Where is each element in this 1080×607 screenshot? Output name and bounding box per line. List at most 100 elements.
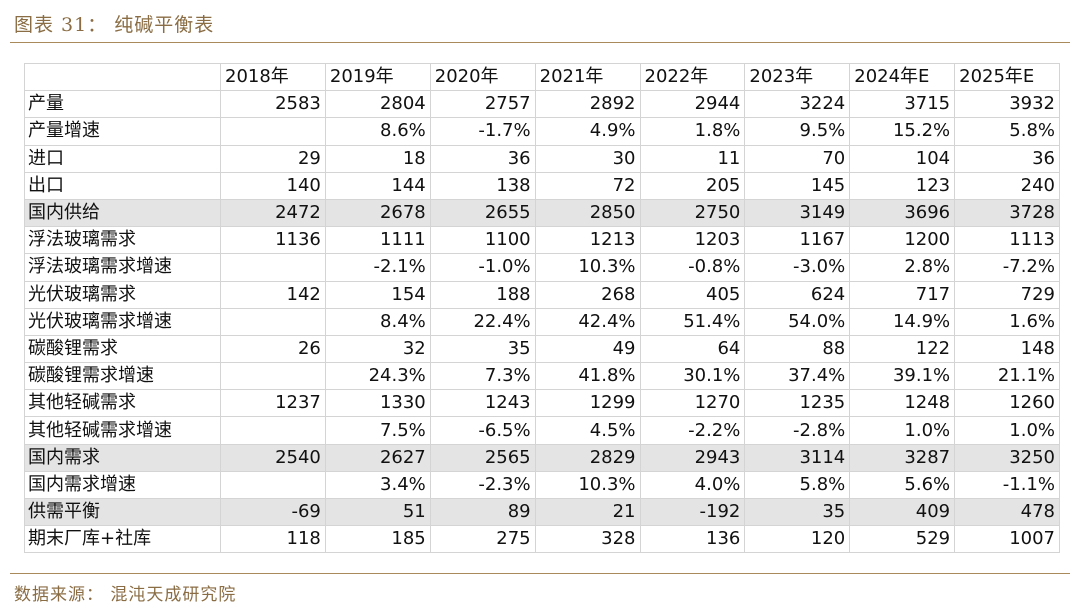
table-row: 供需平衡 -69 51 89 21 -192 35 409 478 bbox=[24, 498, 1060, 527]
table-cell: -2.1% bbox=[325, 253, 431, 282]
table-cell: 1.6% bbox=[954, 308, 1060, 336]
table-cell: 2892 bbox=[535, 90, 641, 119]
table-cell: 2944 bbox=[640, 90, 746, 119]
table-cell: 3728 bbox=[954, 199, 1060, 228]
row-label: 其他轻碱需求 bbox=[24, 389, 221, 418]
table-cell: 478 bbox=[954, 498, 1060, 527]
table-cell: 1260 bbox=[954, 389, 1060, 418]
table-cell: 29 bbox=[220, 145, 326, 173]
table-row: 产量 2583 2804 2757 2892 2944 3224 3715 3932 bbox=[24, 90, 1060, 119]
top-divider bbox=[10, 42, 1070, 43]
table-cell: 3.4% bbox=[325, 471, 431, 500]
column-header: 2021年 bbox=[535, 62, 641, 92]
table-cell: 136 bbox=[640, 525, 746, 554]
table-cell: 3715 bbox=[849, 90, 956, 119]
table-cell: 118 bbox=[220, 525, 326, 554]
table-row: 国内需求 2540 2627 2565 2829 2943 3114 3287 3250 bbox=[24, 444, 1060, 472]
table-cell: 37.4% bbox=[744, 362, 851, 391]
table-cell: 70 bbox=[744, 145, 851, 173]
table-cell: 1203 bbox=[640, 226, 746, 255]
table-cell: -7.2% bbox=[954, 253, 1060, 282]
table-cell: 10.3% bbox=[535, 471, 641, 500]
table-cell: 2757 bbox=[430, 90, 536, 119]
row-label: 期末厂库+社库 bbox=[24, 525, 221, 554]
table-cell: 729 bbox=[954, 281, 1060, 309]
table-cell: 72 bbox=[535, 172, 641, 200]
table-cell: 145 bbox=[744, 172, 851, 200]
table-cell: 1113 bbox=[954, 226, 1060, 255]
row-label: 国内需求 bbox=[24, 444, 221, 472]
table-cell: 8.6% bbox=[325, 117, 431, 146]
table-cell: 275 bbox=[430, 525, 536, 554]
table-cell: 1136 bbox=[220, 226, 326, 255]
table-row: 碳酸锂需求 26 32 35 49 64 88 122 148 bbox=[24, 335, 1060, 364]
table-cell: 138 bbox=[430, 172, 536, 200]
row-label: 其他轻碱需求增速 bbox=[24, 416, 221, 445]
table-cell: 188 bbox=[430, 281, 536, 309]
table-cell: 1213 bbox=[535, 226, 641, 255]
table-cell: 104 bbox=[849, 145, 956, 173]
table-cell: 3149 bbox=[744, 199, 851, 228]
table-cell: 3224 bbox=[744, 90, 851, 119]
row-label: 浮法玻璃需求 bbox=[24, 226, 221, 255]
table-cell: 2943 bbox=[640, 444, 746, 472]
table-cell bbox=[220, 117, 326, 146]
table-cell: 624 bbox=[744, 281, 851, 309]
table-cell: 120 bbox=[744, 525, 851, 554]
table-cell: 5.8% bbox=[744, 471, 851, 500]
table-cell: 2850 bbox=[535, 199, 641, 228]
table-cell: 2565 bbox=[430, 444, 536, 472]
table-cell: 142 bbox=[220, 281, 326, 309]
table-cell: 2678 bbox=[325, 199, 431, 228]
row-label: 碳酸锂需求 bbox=[24, 335, 221, 364]
table-cell: 36 bbox=[430, 145, 536, 173]
table-cell: 5.8% bbox=[954, 117, 1060, 146]
table-cell: 1330 bbox=[325, 389, 431, 418]
table-cell: 1270 bbox=[640, 389, 746, 418]
table-cell: 22.4% bbox=[430, 308, 536, 336]
column-header: 2025年E bbox=[954, 62, 1060, 92]
table-cell: 64 bbox=[640, 335, 746, 364]
table-cell: 3696 bbox=[849, 199, 956, 228]
column-header: 2024年E bbox=[849, 62, 956, 92]
header-row: 2018年 2019年 2020年 2021年 2022年 2023年 2024… bbox=[24, 62, 1060, 92]
table-row: 出口 140 144 138 72 205 145 123 240 bbox=[24, 172, 1060, 200]
table-cell: 717 bbox=[849, 281, 956, 309]
table-cell: 1237 bbox=[220, 389, 326, 418]
table-cell: 123 bbox=[849, 172, 956, 200]
table-cell: 35 bbox=[430, 335, 536, 364]
header-corner-cell bbox=[24, 62, 221, 92]
table-cell: 54.0% bbox=[744, 308, 851, 336]
table-row: 产量增速 8.6% -1.7% 4.9% 1.8% 9.5% 15.2% 5.8% bbox=[24, 117, 1060, 146]
column-header: 2019年 bbox=[325, 62, 431, 92]
table-cell: 4.0% bbox=[640, 471, 746, 500]
table-cell: 2750 bbox=[640, 199, 746, 228]
table-cell: 1235 bbox=[744, 389, 851, 418]
table-cell: 1.0% bbox=[954, 416, 1060, 445]
row-label: 进口 bbox=[24, 145, 221, 173]
table-cell: -2.8% bbox=[744, 416, 851, 445]
row-label: 碳酸锂需求增速 bbox=[24, 362, 221, 391]
table-cell: -69 bbox=[220, 498, 326, 527]
table-cell: 2.8% bbox=[849, 253, 956, 282]
table-cell: 30.1% bbox=[640, 362, 746, 391]
figure-title: 图表 31： 纯碱平衡表 bbox=[14, 14, 215, 36]
table-cell bbox=[220, 308, 326, 336]
table-cell: 2540 bbox=[220, 444, 326, 472]
table-cell: 18 bbox=[325, 145, 431, 173]
table-cell: 1007 bbox=[954, 525, 1060, 554]
row-label: 出口 bbox=[24, 172, 221, 200]
table-row: 光伏玻璃需求增速 8.4% 22.4% 42.4% 51.4% 54.0% 14.9% 1.6… bbox=[24, 308, 1060, 336]
row-label: 产量增速 bbox=[24, 117, 221, 146]
balance-table: 2018年 2019年 2020年 2021年 2022年 2023年 2024… bbox=[24, 62, 1060, 554]
table-cell: 11 bbox=[640, 145, 746, 173]
table-cell: 4.9% bbox=[535, 117, 641, 146]
table-cell: 3250 bbox=[954, 444, 1060, 472]
column-header: 2022年 bbox=[640, 62, 746, 92]
column-header: 2020年 bbox=[430, 62, 536, 92]
table-row: 国内需求增速 3.4% -2.3% 10.3% 4.0% 5.8% 5.6% -1.1% bbox=[24, 471, 1060, 500]
table-cell: 4.5% bbox=[535, 416, 641, 445]
table-cell: -2.2% bbox=[640, 416, 746, 445]
table-cell: 1200 bbox=[849, 226, 956, 255]
table-cell: 7.5% bbox=[325, 416, 431, 445]
